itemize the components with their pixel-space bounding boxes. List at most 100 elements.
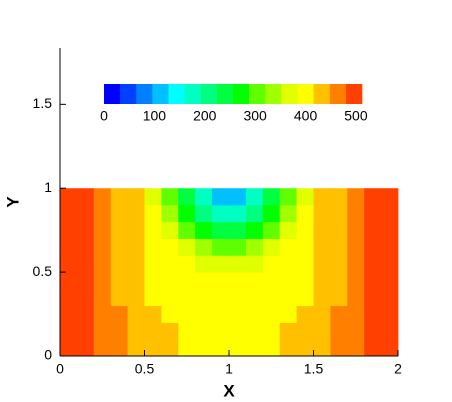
contour-cell (347, 322, 365, 340)
contour-cell (127, 238, 145, 256)
contour-cell (229, 288, 247, 307)
contour-cell (161, 288, 179, 307)
contour-cell (245, 288, 264, 307)
contour-cell (144, 238, 162, 256)
contour-cell (381, 322, 399, 340)
contour-cell (262, 205, 281, 223)
contour-cell (279, 305, 297, 323)
contour-cell (347, 188, 365, 206)
contour-cell (279, 322, 297, 340)
contour-cell (262, 255, 281, 273)
contour-cell (262, 322, 281, 340)
contour-cell (161, 188, 179, 206)
contour-cell (178, 339, 196, 357)
contour-cell (296, 322, 314, 340)
colorbar-label: 0 (100, 108, 108, 124)
contour-cell (76, 322, 95, 340)
contour-cell (279, 221, 297, 239)
contour-cell (110, 255, 128, 273)
contour-cell (313, 221, 331, 239)
contour-cell (229, 188, 247, 206)
contour-cell (296, 288, 314, 307)
contour-cell (229, 238, 247, 256)
contour-cell (229, 272, 247, 290)
contour-cell (381, 221, 399, 239)
contour-cell (76, 238, 95, 256)
y-tick-label: 1.5 (33, 95, 53, 111)
colorbar-band (313, 84, 331, 104)
colorbar-band (136, 84, 153, 104)
contour-cell (195, 188, 213, 206)
x-tick-label: 0 (56, 361, 64, 377)
colorbar-band (297, 84, 314, 104)
contour-cell (330, 221, 348, 239)
contour-cell (364, 272, 382, 290)
contour-cell (76, 221, 95, 239)
contour-cell (296, 305, 314, 323)
colorbar-band (345, 84, 363, 104)
contour-cell (262, 288, 281, 307)
contour-cell (212, 305, 230, 323)
contour-cell (127, 322, 145, 340)
contour-cell (245, 221, 264, 239)
contour-cell (93, 305, 112, 323)
contour-cell (347, 272, 365, 290)
contour-cell (93, 205, 112, 223)
contour-cell (313, 238, 331, 256)
contour-cell (296, 238, 314, 256)
contour-cell (144, 288, 162, 307)
contour-cell (161, 305, 179, 323)
colorbar-band (329, 84, 347, 104)
contour-cell (144, 205, 162, 223)
contour-cell (161, 322, 179, 340)
x-axis-title: X (223, 381, 235, 400)
contour-cell (195, 238, 213, 256)
colorbar-band (249, 84, 266, 104)
colorbar-band (265, 84, 282, 104)
colorbar-band (281, 84, 298, 104)
contour-cell (110, 205, 128, 223)
x-tick-label: 1 (225, 361, 233, 377)
contour-cell (313, 188, 331, 206)
contour-cell (110, 339, 128, 357)
contour-cell (127, 305, 145, 323)
contour-cell (127, 255, 145, 273)
contour-cell (144, 305, 162, 323)
contour-cell (296, 255, 314, 273)
contour-cell (93, 272, 112, 290)
contour-cell (178, 221, 196, 239)
contour-cell (110, 238, 128, 256)
contour-cell (313, 288, 331, 307)
contour-cell (347, 238, 365, 256)
x-tick-label: 0.5 (135, 361, 155, 377)
contour-cell (144, 272, 162, 290)
contour-cell (60, 205, 78, 223)
contour-cell (245, 272, 264, 290)
contour-cell (195, 272, 213, 290)
contour-cell (245, 305, 264, 323)
contour-cell (195, 305, 213, 323)
contour-cell (279, 188, 297, 206)
contour-cell (229, 305, 247, 323)
contour-cell (144, 255, 162, 273)
contour-cell (127, 272, 145, 290)
contour-cell (195, 255, 213, 273)
contour-cell (195, 322, 213, 340)
contour-cell (229, 322, 247, 340)
contour-cell (347, 221, 365, 239)
contour-cell (60, 339, 78, 357)
contour-cell (245, 238, 264, 256)
contour-cell (296, 272, 314, 290)
colorbar-band (120, 84, 137, 104)
contour-cell (245, 188, 264, 206)
colorbar-band (200, 84, 218, 104)
contour-cell (93, 339, 112, 357)
contour-cell (212, 238, 230, 256)
contour-cell (245, 205, 264, 223)
contour-cell (330, 205, 348, 223)
contour-cell (313, 255, 331, 273)
contour-cell (110, 322, 128, 340)
contour-cell (330, 188, 348, 206)
contour-cell (245, 339, 264, 357)
colorbar-band (233, 84, 250, 104)
